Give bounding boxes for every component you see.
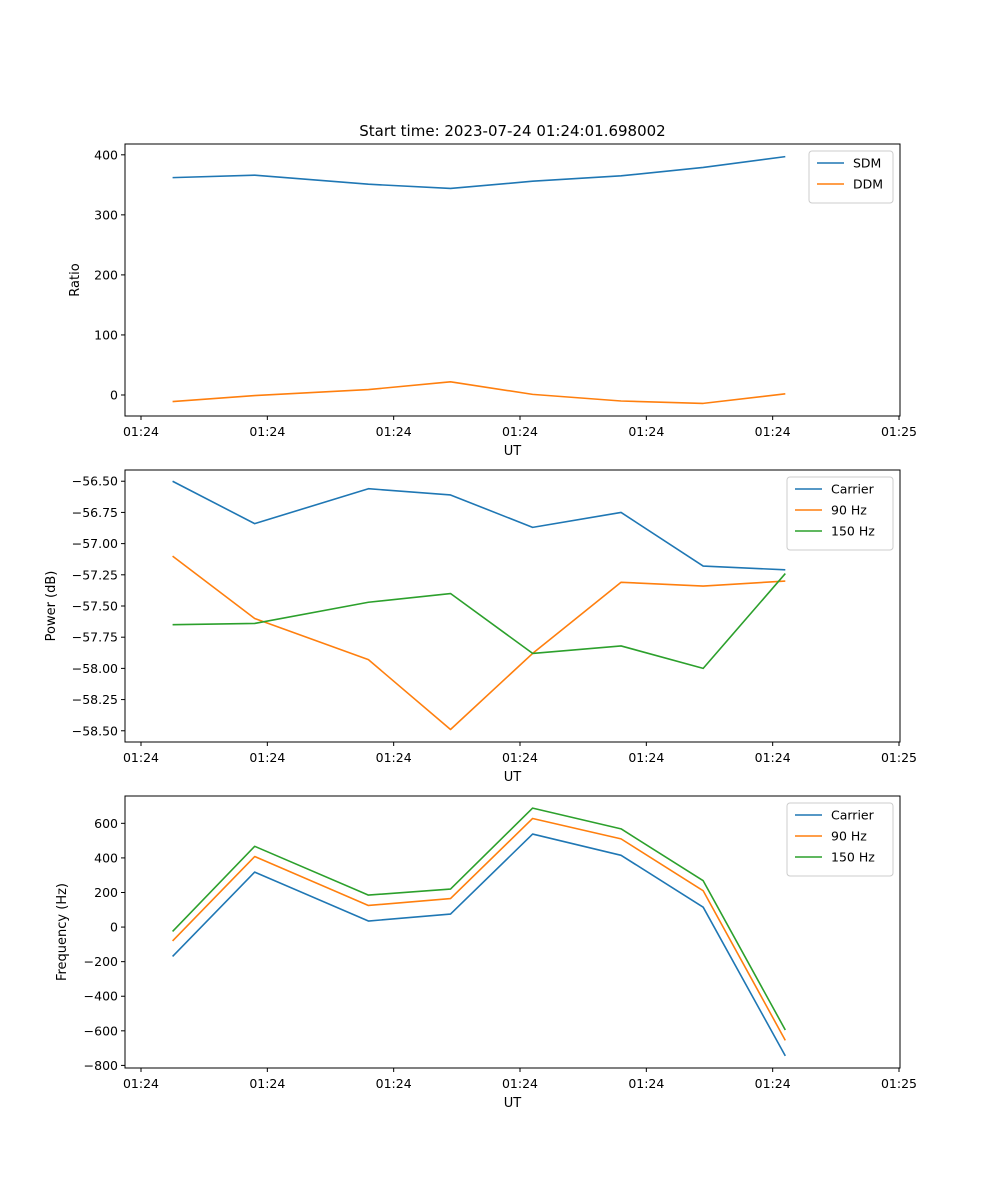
x-axis-label: UT [504,1096,522,1111]
legend-box [808,150,894,204]
x-tick-label: 01:24 [123,424,159,439]
y-axis-label: Frequency (Hz) [55,883,70,981]
x-tick-label: 01:24 [123,1076,159,1091]
x-axis-label: UT [504,770,522,785]
x-tick-label: 01:24 [249,750,285,765]
chart-panel-3: 600 400 200 0 −200 −400 −600 −800 01:24 01:24 01:2… [55,795,917,1111]
legend-label: 150 Hz [831,524,875,539]
y-tick-label: −57.25 [72,567,118,582]
x-tick-label: 01:24 [755,750,791,765]
y-tick-label: 400 [94,147,118,162]
x-tick-label: 01:24 [628,1076,664,1091]
x-tick-label: 01:24 [376,750,412,765]
y-tick-label: −58.00 [72,661,118,676]
x-tick-label: 01:24 [628,750,664,765]
plot-frame [124,143,901,417]
y-tick-label: −58.50 [72,723,118,738]
legend-label: SDM [853,156,881,171]
y-tick-label: 400 [94,850,118,865]
legend-label: 90 Hz [831,829,867,844]
y-tick-label: 200 [94,885,118,900]
y-tick-label: −58.25 [72,692,118,707]
y-tick-label: −57.50 [72,599,118,614]
series-line-90-hz [172,817,787,1041]
x-tick-label: 01:24 [502,424,538,439]
chart-panel-2: −56.50 −56.75 −57.00 −57.25 −57.50 −57.75 −58.… [44,469,917,785]
series-line-150-hz [172,807,787,1031]
y-tick-label: −400 [84,989,118,1004]
y-tick-label: 100 [94,327,118,342]
x-tick-label: 01:24 [249,424,285,439]
chart-panel-1: 0 100 200 300 400 01:24 01:24 01:24 01:24 01:24 01… [68,143,917,459]
legend-label: Carrier [831,808,875,823]
y-tick-label: −57.00 [72,536,118,551]
series-line-sdm [172,155,786,190]
legend-label: Carrier [831,482,875,497]
legend-label: DDM [853,177,883,192]
legend: Carrier 90 Hz 150 Hz [786,802,894,877]
y-tick-label: −200 [84,954,118,969]
x-tick-label: 01:24 [502,750,538,765]
y-tick-label: 200 [94,267,118,282]
series-line-carrier [172,480,786,571]
x-tick-label: 01:24 [376,1076,412,1091]
x-tick-label: 01:24 [249,1076,285,1091]
legend: SDM DDM [808,150,894,204]
y-tick-label: −56.50 [72,474,118,489]
y-tick-label: 600 [94,816,118,831]
x-tick-label: 01:25 [881,750,917,765]
x-tick-label: 01:24 [502,1076,538,1091]
y-tick-label: −800 [84,1058,118,1073]
x-tick-label: 01:24 [755,1076,791,1091]
x-tick-label: 01:25 [881,424,917,439]
plot-frame [124,469,901,743]
x-tick-label: 01:24 [376,424,412,439]
y-tick-label: 0 [110,920,118,935]
y-tick-label: −56.75 [72,505,118,520]
series-line-ddm [172,380,786,405]
x-tick-label: 01:24 [755,424,791,439]
x-tick-label: 01:24 [628,424,664,439]
x-tick-label: 01:24 [123,750,159,765]
legend-label: 150 Hz [831,850,875,865]
series-line-150-hz [172,573,786,670]
legend: Carrier 90 Hz 150 Hz [786,476,894,551]
legend-label: 90 Hz [831,503,867,518]
y-tick-label: 300 [94,207,118,222]
y-tick-label: −600 [84,1023,118,1038]
y-axis-label: Power (dB) [44,571,59,642]
figure-title: Start time: 2023-07-24 01:24:01.698002 [359,122,665,140]
series-line-carrier [172,833,787,1057]
y-axis-label: Ratio [68,263,83,296]
series-line-90-hz [172,555,786,731]
x-tick-label: 01:25 [881,1076,917,1091]
x-axis-label: UT [504,444,522,459]
plot-frame [124,795,901,1069]
y-tick-label: −57.75 [72,630,118,645]
y-tick-label: 0 [110,387,118,402]
